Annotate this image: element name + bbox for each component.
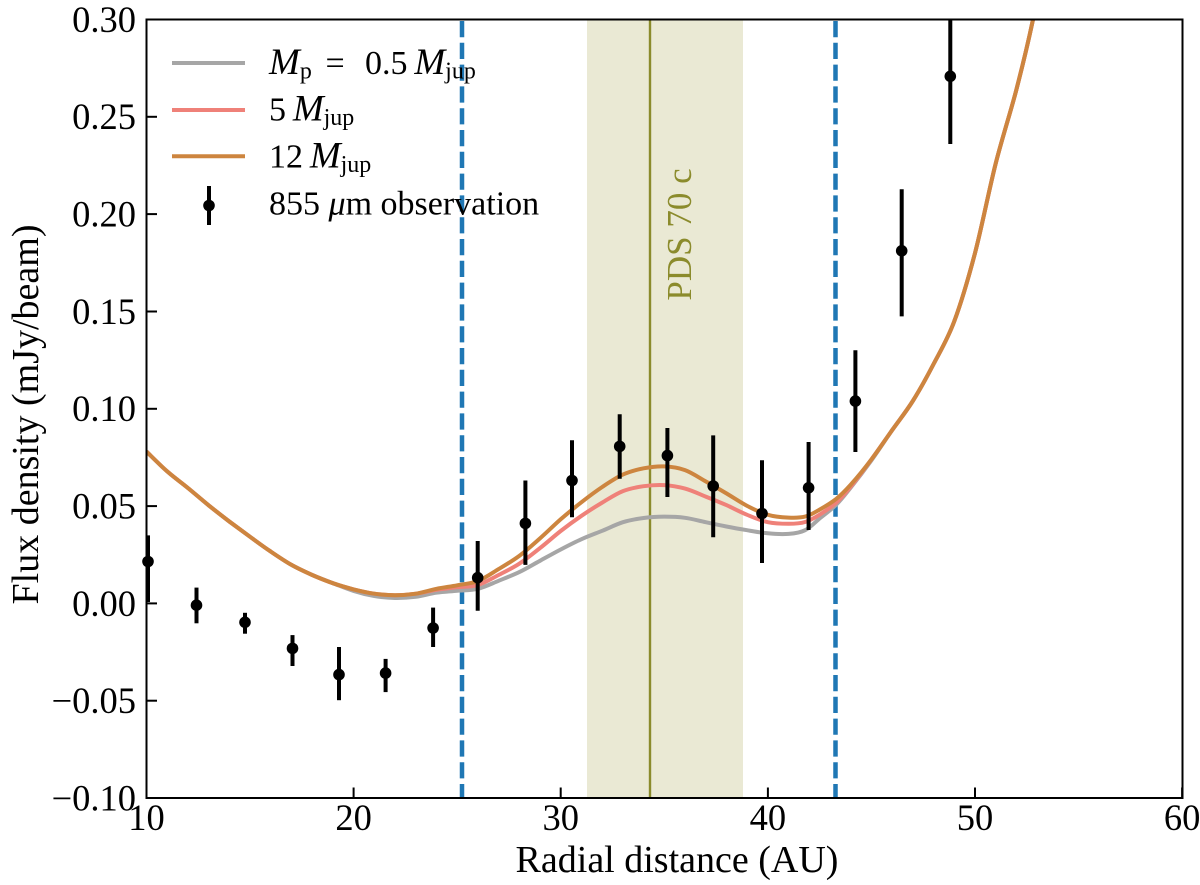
svg-text:50: 50	[957, 797, 994, 838]
svg-text:Radial distance (AU): Radial distance (AU)	[516, 839, 839, 881]
svg-text:60: 60	[1164, 797, 1200, 838]
svg-text:0.25: 0.25	[72, 96, 136, 137]
svg-text:PDS 70 c: PDS 70 c	[660, 168, 699, 300]
svg-text:30: 30	[542, 797, 579, 838]
svg-text:Mp = 0.5 Mjup: Mp = 0.5 Mjup	[268, 42, 476, 85]
svg-text:855 μm observation: 855 μm observation	[269, 186, 539, 223]
svg-text:20: 20	[335, 797, 372, 838]
svg-text:0.30: 0.30	[72, 0, 136, 40]
svg-text:0.00: 0.00	[72, 583, 136, 624]
svg-text:−0.10: −0.10	[52, 777, 136, 818]
svg-text:0.15: 0.15	[72, 291, 136, 332]
svg-text:0.20: 0.20	[72, 194, 136, 235]
svg-text:Flux density (mJy/beam): Flux density (mJy/beam)	[5, 225, 47, 605]
svg-text:0.10: 0.10	[72, 388, 136, 429]
svg-text:10: 10	[128, 797, 165, 838]
svg-text:40: 40	[750, 797, 787, 838]
svg-text:0.05: 0.05	[72, 486, 136, 527]
svg-text:−0.05: −0.05	[52, 680, 136, 721]
